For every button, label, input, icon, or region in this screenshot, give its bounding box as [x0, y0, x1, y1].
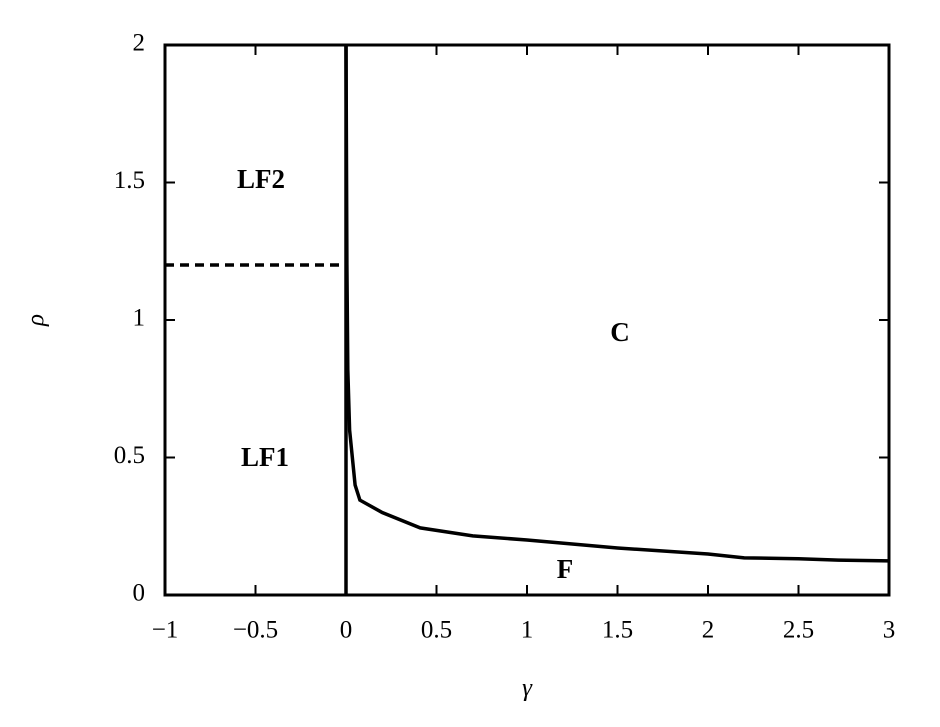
x-tick-label: 1 — [521, 617, 534, 644]
region-label: LF1 — [241, 442, 289, 472]
y-tick-label: 1 — [133, 305, 146, 332]
x-axis-label: γ — [522, 675, 533, 702]
x-tick-label: 3 — [883, 617, 896, 644]
y-tick-label: 1.5 — [114, 167, 145, 194]
region-label: F — [557, 554, 574, 584]
x-tick-label: 1.5 — [602, 617, 633, 644]
y-tick-label: 2 — [133, 30, 146, 57]
y-axis-label: ρ — [23, 314, 50, 327]
plot-frame — [163, 43, 891, 597]
region-label: C — [610, 317, 630, 347]
y-tick-label: 0 — [133, 580, 146, 607]
x-tick-label: 0.5 — [421, 617, 452, 644]
x-tick-label: 2 — [702, 617, 715, 644]
x-tick-label: −1 — [152, 617, 179, 644]
boundary-line — [344, 44, 890, 563]
region-label: LF2 — [237, 164, 285, 194]
x-tick-label: −0.5 — [233, 617, 278, 644]
y-tick-label: 0.5 — [114, 442, 145, 469]
x-tick-label: 2.5 — [783, 617, 814, 644]
x-tick-label: 0 — [340, 617, 353, 644]
